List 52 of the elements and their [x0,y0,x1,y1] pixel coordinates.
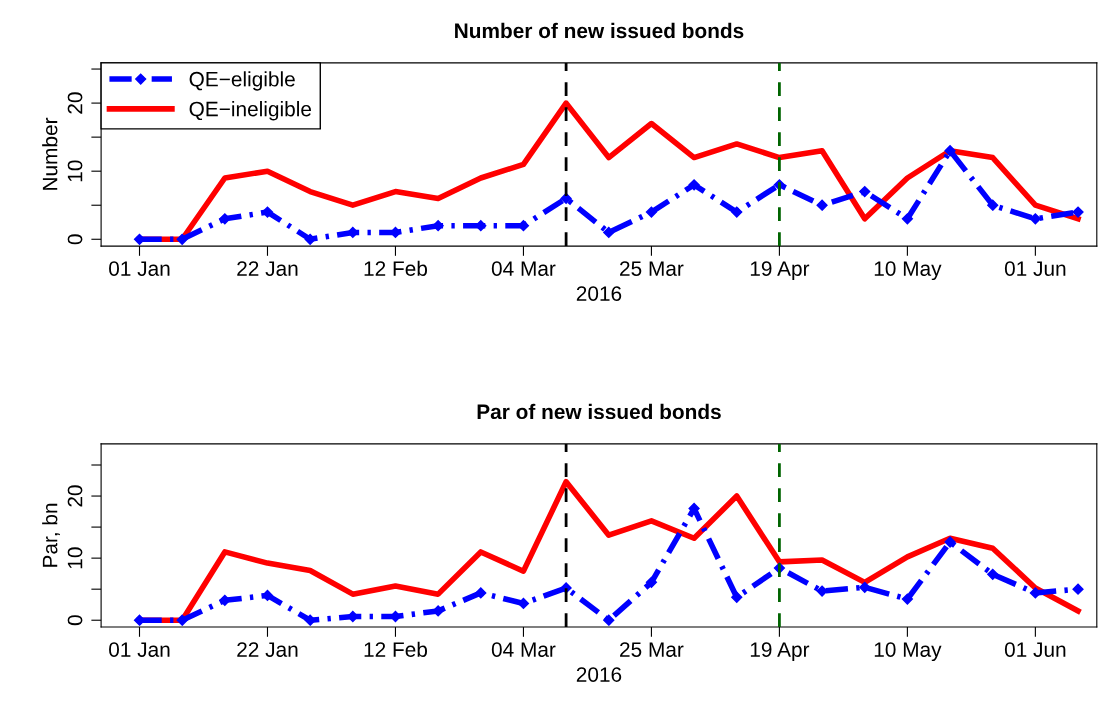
y-tick-label: 10 [67,547,83,569]
x-tick-label: 01 Jan [109,261,170,276]
x-tick-label: 25 Mar [620,642,684,657]
point [901,213,913,225]
y-axis-title: Par, bn [42,503,60,567]
x-tick-label: 01 Jun [1004,642,1066,657]
point [688,179,700,191]
x-tick-label: 10 May [874,642,942,662]
x-tick-label: 12 Feb [364,641,428,657]
y-axis-title: Number [42,117,58,190]
x-tick-label: 22 Jan [237,642,298,657]
point [475,587,487,599]
y-tick-label: 20 [67,92,83,114]
y-tick-label: 10 [67,160,83,182]
x-tick-label: 01 Jun [1004,261,1066,276]
point [816,199,828,211]
x-tick-label: 19 Apr [750,261,810,281]
point [603,226,615,239]
x-tick-label: 04 Mar [491,261,556,276]
point [261,589,274,601]
chart-title: Number of new issued bonds [455,22,744,39]
point [1029,213,1041,225]
x-tick-label: 10 May [874,261,942,281]
x-axis-title: 2016 [576,667,622,682]
point [645,206,658,218]
point [987,568,999,580]
y-tick-label: 0 [67,615,83,626]
x-tick-label: 19 Apr [750,642,810,662]
legend-label: QE−eligible [189,71,295,91]
y-tick-label: 20 [67,485,83,507]
point [731,206,743,218]
point [859,186,871,198]
point [944,145,956,157]
point [645,576,658,588]
point [1072,583,1084,595]
point [987,199,999,211]
x-tick-label: 25 Mar [620,261,684,276]
x-tick-label: 22 Jan [237,261,298,276]
point [731,591,743,603]
legend-label: QE−ineligible [189,101,312,121]
x-axis-title: 2016 [576,286,622,301]
point [859,581,871,593]
point [176,614,188,626]
chart-title: Par of new issued bonds [477,403,721,420]
point [901,593,913,605]
point [603,614,615,626]
y-tick-label: 0 [67,234,83,245]
x-tick-label: 12 Feb [364,260,428,276]
x-tick-label: 01 Jan [109,642,170,657]
point [304,233,316,245]
point [176,233,188,245]
x-tick-label: 04 Mar [491,642,556,657]
